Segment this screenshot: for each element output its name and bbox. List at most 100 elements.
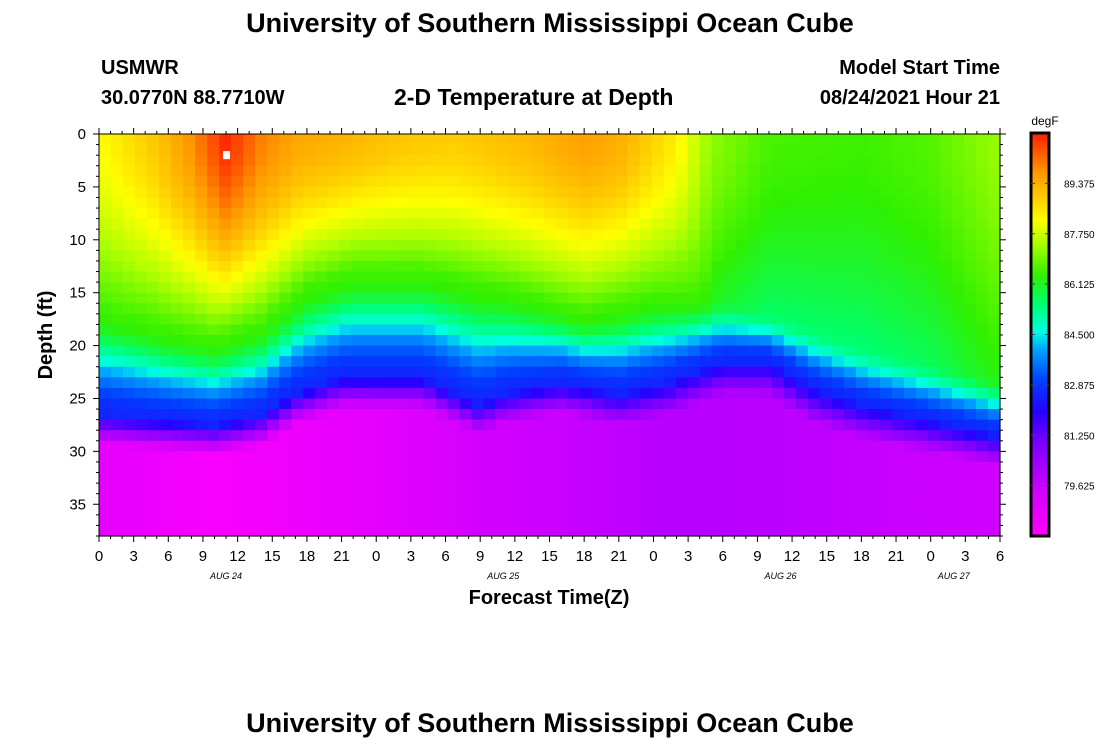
- heatmap-cell: [507, 271, 521, 283]
- heatmap-cell: [387, 197, 400, 209]
- heatmap-cell: [807, 208, 821, 220]
- heatmap-cell: [759, 335, 773, 347]
- heatmap-cell: [111, 472, 124, 484]
- heatmap-cell: [219, 324, 232, 336]
- heatmap-cell: [231, 303, 244, 315]
- heatmap-cell: [831, 366, 845, 378]
- heatmap-cell: [951, 250, 965, 262]
- heatmap-cell: [207, 472, 220, 484]
- heatmap-cell: [399, 292, 412, 304]
- heatmap-cell: [267, 419, 280, 431]
- heatmap-cell: [579, 303, 593, 315]
- heatmap-cell: [555, 176, 569, 188]
- heatmap-cell: [615, 472, 629, 484]
- heatmap-cell: [387, 461, 400, 474]
- heatmap-cell: [243, 345, 256, 357]
- heatmap-cell: [867, 313, 881, 326]
- heatmap-cell: [639, 409, 653, 421]
- heatmap-cell: [183, 493, 196, 505]
- heatmap-cell: [663, 282, 677, 294]
- heatmap-cell: [879, 451, 893, 463]
- heatmap-cell: [939, 155, 953, 167]
- heatmap-cell: [687, 525, 701, 537]
- heatmap-cell: [843, 144, 857, 156]
- heatmap-cell: [831, 260, 845, 273]
- x-tick-label: 18: [299, 548, 316, 565]
- heatmap-cell: [399, 451, 412, 463]
- heatmap-cell: [735, 461, 749, 474]
- heatmap-cell: [99, 430, 112, 442]
- heatmap-cell: [123, 493, 136, 505]
- heatmap-cell: [147, 155, 160, 167]
- heatmap-cell: [855, 451, 869, 463]
- heatmap-cell: [603, 239, 617, 251]
- heatmap-cell: [171, 430, 184, 442]
- heatmap-cell: [339, 377, 352, 389]
- heatmap-cell: [951, 313, 965, 326]
- heatmap-cell: [843, 419, 857, 431]
- heatmap-cell: [639, 271, 653, 283]
- heatmap-cell: [423, 398, 436, 410]
- heatmap-cell: [675, 398, 689, 410]
- heatmap-cell: [567, 197, 581, 209]
- heatmap-cell: [159, 451, 172, 463]
- heatmap-cell: [123, 472, 136, 484]
- heatmap-cell: [471, 208, 485, 220]
- heatmap-cell: [543, 324, 557, 336]
- heatmap-cell: [495, 292, 509, 304]
- heatmap-cell: [351, 398, 364, 410]
- heatmap-cell: [231, 250, 244, 262]
- heatmap-cell: [135, 197, 148, 209]
- heatmap-cell: [531, 292, 545, 304]
- heatmap-cell: [495, 472, 509, 484]
- heatmap-cell: [363, 282, 376, 294]
- heatmap-cell: [171, 335, 184, 347]
- heatmap-cell: [795, 165, 809, 177]
- heatmap-cell: [819, 525, 833, 537]
- heatmap-cell: [423, 208, 436, 220]
- heatmap-cell: [399, 155, 412, 167]
- heatmap-cell: [387, 208, 400, 220]
- heatmap-cell: [135, 377, 148, 389]
- heatmap-cell: [123, 440, 136, 452]
- heatmap-cell: [147, 377, 160, 389]
- heatmap-cell: [591, 493, 605, 505]
- heatmap-cell: [447, 493, 460, 505]
- heatmap-cell: [735, 208, 749, 220]
- heatmap-cell: [303, 451, 316, 463]
- heatmap-cell: [507, 461, 521, 474]
- heatmap-cell: [183, 472, 196, 484]
- heatmap-cell: [243, 366, 256, 378]
- heatmap-cell: [243, 440, 256, 452]
- heatmap-cell: [975, 335, 989, 347]
- heatmap-cell: [963, 155, 977, 167]
- heatmap-cell: [327, 472, 340, 484]
- heatmap-cell: [603, 324, 617, 336]
- heatmap-cell: [375, 282, 388, 294]
- heatmap-cell: [99, 324, 112, 336]
- heatmap-cell: [507, 387, 521, 400]
- heatmap-cell: [507, 377, 521, 389]
- heatmap-cell: [303, 483, 316, 495]
- heatmap-cell: [723, 409, 737, 421]
- heatmap-cell: [387, 218, 400, 230]
- heatmap-cell: [747, 461, 761, 474]
- heatmap-cell: [603, 250, 617, 262]
- heatmap-cell: [855, 239, 869, 251]
- heatmap-cell: [159, 313, 172, 326]
- heatmap-cell: [483, 260, 497, 273]
- heatmap-cell: [555, 303, 569, 315]
- heatmap-cell: [879, 250, 893, 262]
- heatmap-cell: [243, 514, 256, 527]
- heatmap-cell: [867, 387, 881, 400]
- heatmap-cell: [747, 493, 761, 505]
- heatmap-cell: [99, 260, 112, 273]
- heatmap-cell: [471, 493, 485, 505]
- heatmap-cell: [735, 419, 749, 431]
- heatmap-cell: [567, 335, 581, 347]
- heatmap-cell: [495, 155, 509, 167]
- heatmap-cell: [183, 155, 196, 167]
- heatmap-cell: [627, 345, 641, 357]
- heatmap-cell: [447, 377, 460, 389]
- heatmap-cell: [159, 335, 172, 347]
